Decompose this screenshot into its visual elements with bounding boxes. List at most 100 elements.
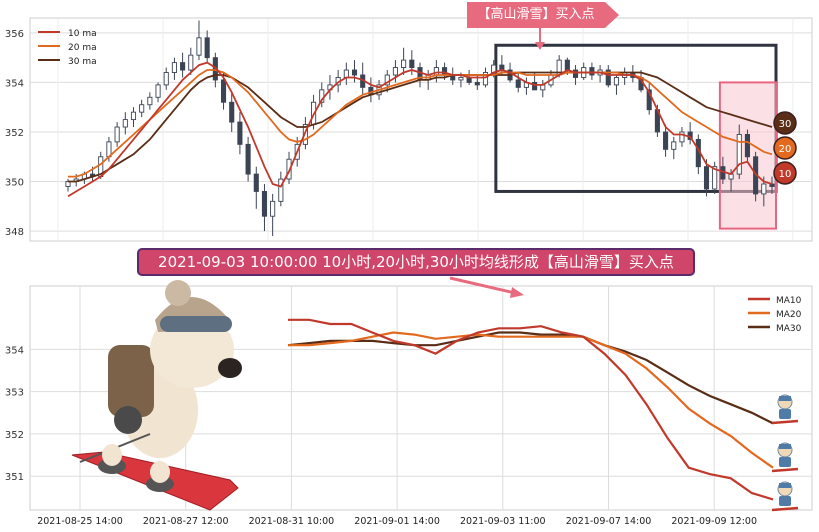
x-tick-label: 2021-08-27 12:00 [143,516,229,527]
candle-body [401,59,407,69]
candle-body [458,77,464,81]
candle-body [229,101,235,123]
top-y-tick-label: 356 [5,29,24,40]
small-skier-icon [771,442,799,473]
candle-body [204,37,210,59]
candle-body [270,200,276,217]
candle-body [155,84,161,98]
candle-body [245,143,251,175]
candle-body [302,124,308,145]
top-y-tick-label: 348 [5,227,24,238]
top-legend: 10 ma 20 ma 30 ma [38,29,97,67]
skier-ski-icon [771,467,799,473]
series-line-ma10 [288,318,774,501]
candle-body [409,59,415,69]
candle-body [646,89,652,111]
boot-icon [146,476,174,492]
candle-body [712,166,718,190]
candle-body [671,141,677,150]
x-tick-label: 2021-09-01 14:00 [354,516,440,527]
ma30-line [68,71,773,183]
candle-body [261,190,268,217]
candle-body [572,69,579,78]
ma-end-badge-label: 10 [779,169,792,180]
bottom-y-tick-label: 354 [5,345,24,356]
skier-jacket-icon [779,457,791,467]
candle-body [564,59,570,71]
paw-icon [102,444,122,466]
candle-body [589,67,595,76]
x-tick-label: 2021-09-07 14:00 [566,516,652,527]
candle-body [474,81,480,86]
skier-hat-icon [779,444,791,449]
candle-body [196,37,202,56]
candle-body [114,126,120,143]
candle-body [736,134,742,175]
candle-body [147,96,153,106]
candle-body [769,183,775,187]
banner-pointer-head [535,42,545,50]
candle-body [384,74,390,86]
candle-body [286,158,292,180]
glove-icon [114,406,142,434]
ma-end-badge [773,161,797,185]
series-line-ma30 [287,331,774,425]
candle-body [139,104,145,113]
skiing-dog-illustration [71,280,242,511]
top-plot-area [29,17,813,242]
candle-body [220,79,227,103]
ma-end-badge-label: 30 [779,119,792,130]
skier-ski-icon [771,419,799,425]
skier-jacket-icon [779,409,791,419]
candle-body [679,131,685,143]
caption-pointer [449,276,516,295]
x-tick-label: 2021-09-03 11:00 [460,516,546,527]
ma-end-badge [773,111,797,135]
x-tick-label: 2021-09-09 12:00 [671,516,757,527]
skier-jacket-icon [779,496,791,506]
ma20-line [68,69,773,178]
paw-icon [150,461,170,483]
candle-body [663,131,669,150]
candle-body [237,121,243,145]
caption-pointer-head [510,287,524,298]
candlestick-chart: 348 350 352 354 356 10 ma 20 ma 30 ma 30 20 10 [5,17,813,242]
skier-hat-icon [779,396,791,401]
ma-end-badge [773,136,797,160]
candle-body [130,111,137,121]
top-banner-label: 【高山滑雪】买入点 [477,7,595,22]
moving-average-line-chart: 351 352 353 354 2021-08-25 14:00 2021-08-27 1… [5,276,813,527]
legend-label: 30 ma [68,57,97,67]
candle-body [188,54,194,71]
candle-body [171,62,177,73]
ma10-line [67,61,773,198]
candle-body [343,69,349,78]
legend-label: MA20 [776,310,802,320]
ma-end-badge-label: 20 [779,144,792,155]
backpack-icon [108,345,154,417]
small-skier-icon [771,481,799,512]
candle-body [163,72,169,86]
top-y-tick-label: 352 [5,128,24,139]
banner-arrow-shape [467,2,619,28]
x-tick-label: 2021-08-31 10:00 [249,516,335,527]
skier-ski-icon [771,506,799,512]
candle-body [482,72,489,86]
top-y-tick-label: 354 [5,78,24,89]
candle-body [180,62,186,71]
candle-body [532,81,538,91]
candle-body [613,77,620,86]
candle-body [253,173,259,192]
top-y-tick-label: 350 [5,178,24,189]
candle-body [122,119,128,128]
bottom-y-tick-label: 351 [5,472,24,483]
dog-nose-icon [218,358,242,378]
signal-caption: 2021-09-03 10:00:00 10小时,20小时,30小时均线形成【高… [137,248,695,276]
candle-body [392,67,398,76]
pompom-icon [165,280,191,306]
candle-body [351,69,358,76]
top-buy-banner: 【高山滑雪】买入点 [467,2,619,28]
series-line-ma20 [288,331,774,469]
legend-label: MA30 [776,324,802,334]
